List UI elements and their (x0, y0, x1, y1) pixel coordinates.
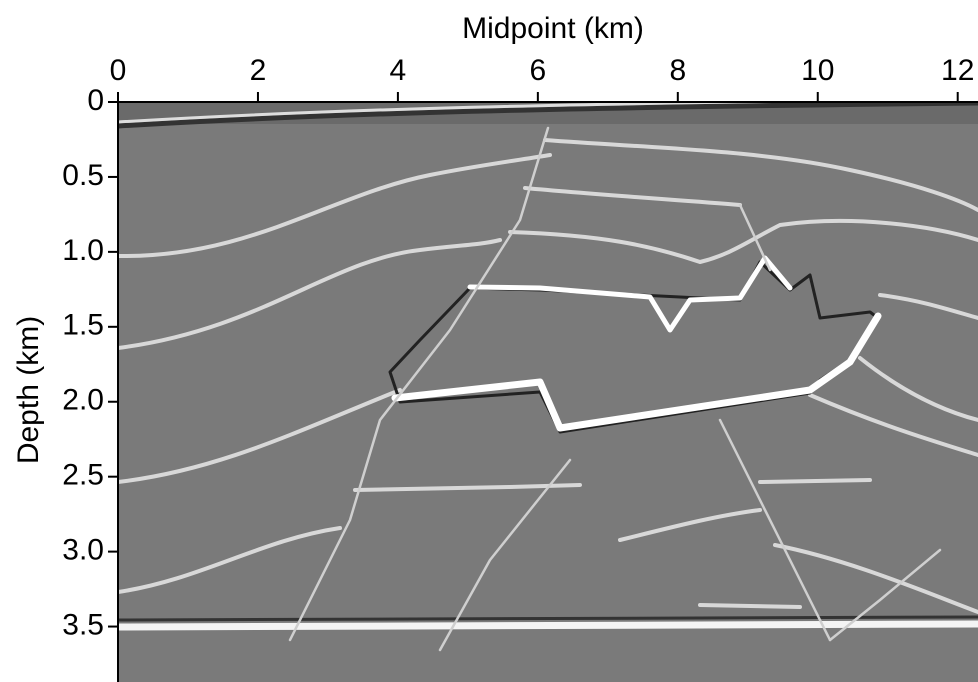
y-tick-label: 2.5 (62, 459, 104, 492)
x-tick-label: 2 (250, 54, 267, 87)
y-tick-label: 2.0 (62, 384, 104, 417)
x-tick-label: 8 (669, 54, 686, 87)
y-axis-title: Depth (km) (12, 316, 45, 464)
y-tick-label: 3.0 (62, 534, 104, 567)
x-tick-label: 6 (530, 54, 547, 87)
x-tick-label: 10 (801, 54, 834, 87)
seismic-image (118, 102, 978, 682)
y-tick-label: 1.5 (62, 309, 104, 342)
x-tick-label: 4 (390, 54, 407, 87)
x-tick-label: 12 (941, 54, 974, 87)
x-tick-label: 0 (110, 54, 127, 87)
x-axis-title: Midpoint (km) (462, 12, 644, 45)
y-tick-label: 0 (87, 84, 104, 117)
y-tick-label: 3.5 (62, 608, 104, 641)
y-tick-label: 0.5 (62, 159, 104, 192)
y-tick-label: 1.0 (62, 234, 104, 267)
